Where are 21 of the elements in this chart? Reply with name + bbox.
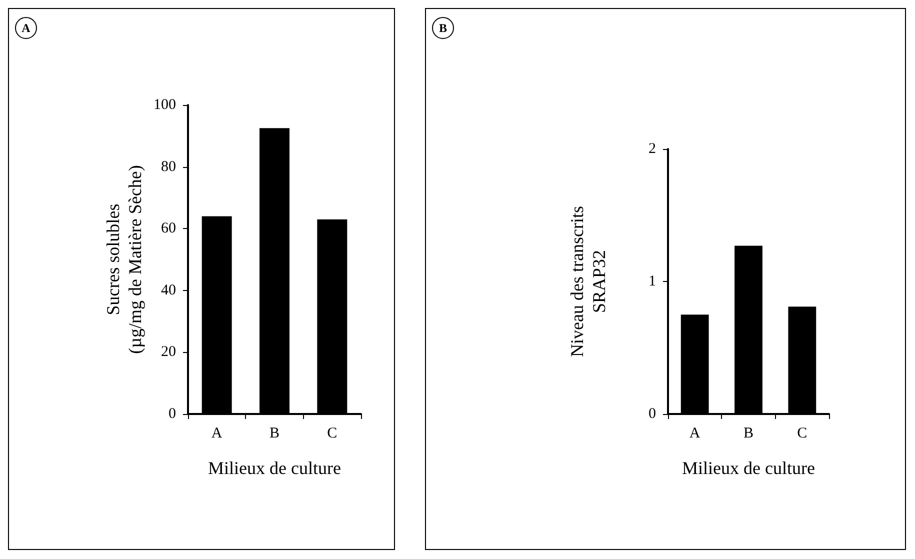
x-tick-label: B bbox=[269, 426, 280, 442]
x-axis-title: Milieux de culture bbox=[682, 458, 815, 478]
circled-letter: B bbox=[432, 17, 454, 39]
y-tick-label: 20 bbox=[161, 344, 176, 360]
x-tick-label: A bbox=[689, 426, 700, 442]
x-tick-label: B bbox=[743, 426, 754, 442]
y-tick-label: 0 bbox=[648, 406, 656, 422]
y-tick-label: 60 bbox=[161, 220, 176, 237]
y-tick-label: 1 bbox=[648, 274, 656, 290]
x-tick-label: C bbox=[327, 426, 338, 442]
y-tick-label: 0 bbox=[168, 406, 176, 422]
x-tick-label: A bbox=[211, 426, 222, 442]
y-tick-label: 40 bbox=[161, 282, 176, 298]
x-axis-title: Milieux de culture bbox=[208, 458, 341, 478]
y-tick-label: 100 bbox=[154, 97, 176, 113]
x-tick-label: C bbox=[797, 426, 808, 442]
circled-letter: A bbox=[15, 17, 37, 39]
y-tick-label: 2 bbox=[648, 141, 656, 157]
y-axis-title: Niveau des transcrits SRAP32 bbox=[567, 206, 609, 357]
y-tick-label: 80 bbox=[161, 158, 176, 175]
y-axis-title: Sucres solubles (µg/mg de Matière Sèche) bbox=[103, 165, 145, 354]
